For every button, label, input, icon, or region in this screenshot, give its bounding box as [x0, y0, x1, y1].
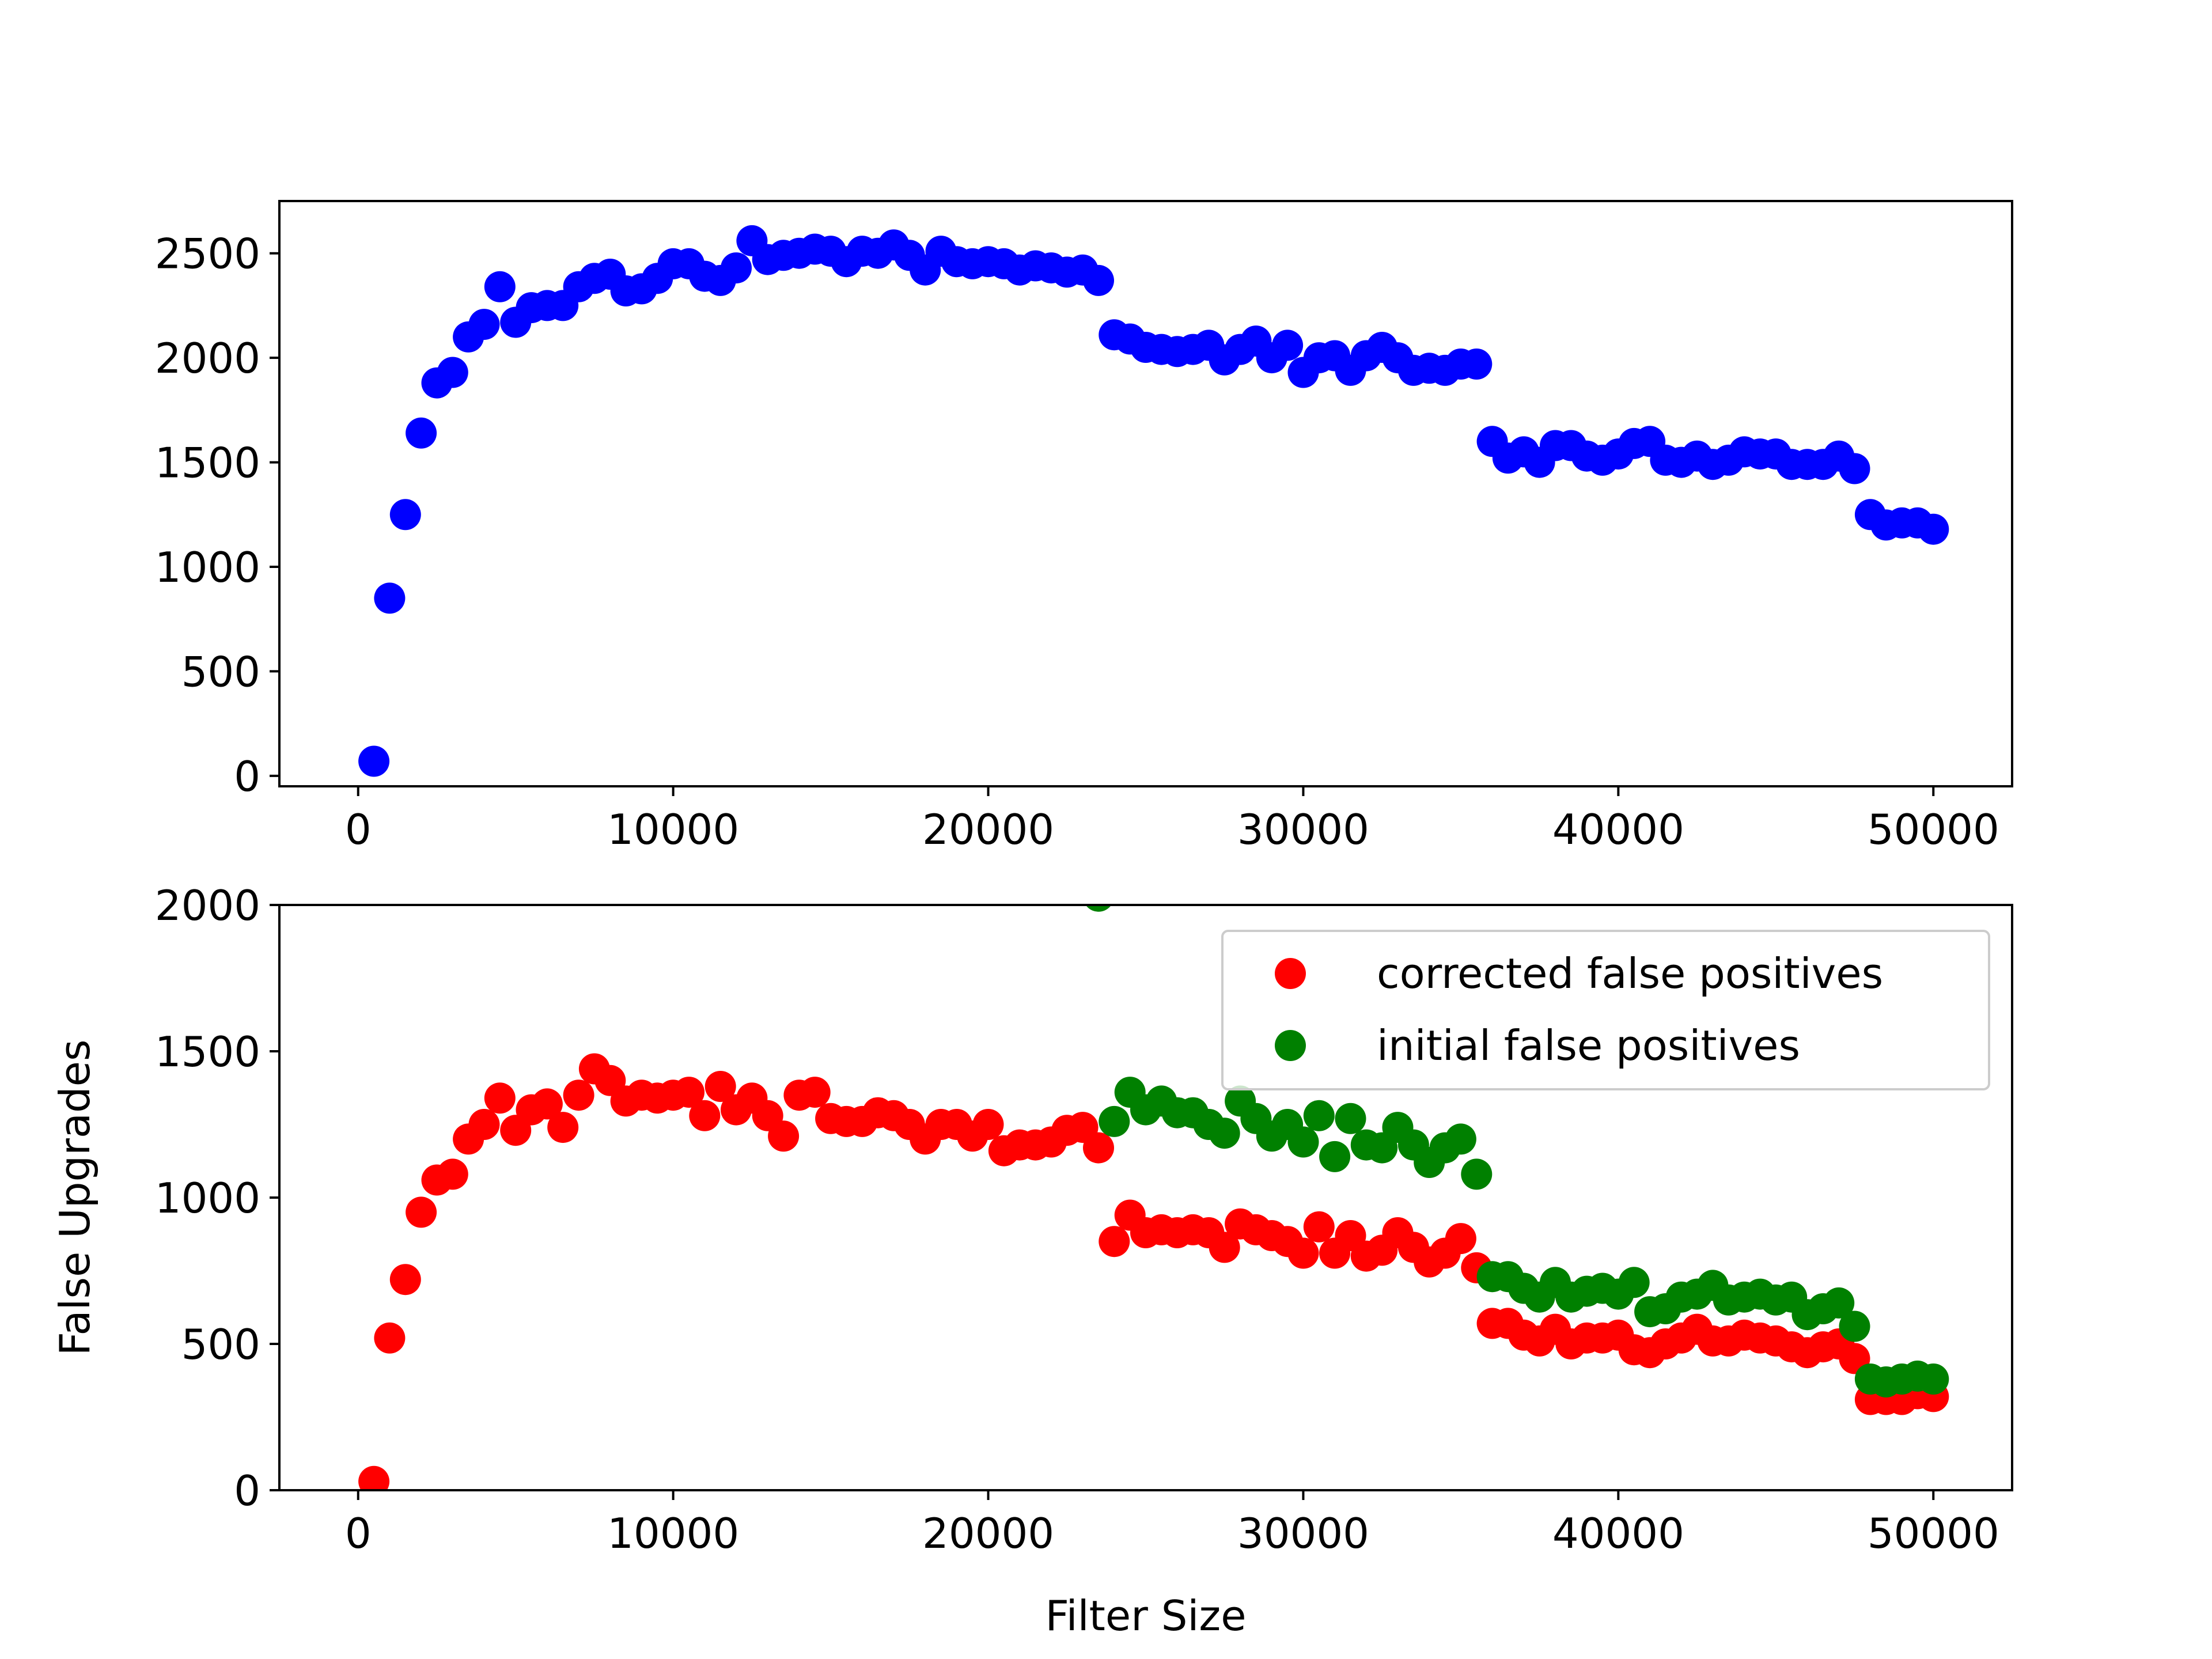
bottom-series-0-point	[799, 1077, 831, 1108]
top-y-tick-label: 0	[234, 752, 260, 801]
bottom-series-0-point	[1445, 1223, 1476, 1255]
legend-label-initial: initial false positives	[1377, 1021, 1800, 1070]
top-x-tick-label: 10000	[607, 805, 739, 854]
top-series-0-point	[484, 271, 516, 302]
top-y-tick-label: 1000	[155, 543, 260, 592]
bottom-y-tick-label: 0	[234, 1467, 260, 1515]
bottom-x-tick-label: 30000	[1237, 1509, 1369, 1558]
bottom-series-0-point	[689, 1100, 721, 1131]
bottom-series-1-point	[1209, 1118, 1240, 1149]
bottom-x-ticks: 0 10000 20000 30000 40000 50000	[345, 1490, 1999, 1558]
bottom-series-1-point	[1287, 1126, 1319, 1158]
top-series-0-point	[358, 745, 390, 777]
bottom-subplot: 0 10000 20000 30000 40000 50000 0 500 1000 1500 2…	[51, 881, 2013, 1640]
top-series-0-point	[406, 417, 437, 449]
bottom-x-tick-label: 10000	[607, 1509, 739, 1558]
bottom-series-1-point	[1319, 1141, 1351, 1172]
bottom-y-tick-label: 1000	[155, 1174, 260, 1222]
bottom-series-0-point	[358, 1465, 390, 1490]
top-x-tick-label: 40000	[1552, 805, 1684, 854]
bottom-series-0-point	[1083, 1132, 1114, 1164]
y-axis-label: False Upgrades	[51, 1040, 99, 1356]
x-axis-label: Filter Size	[1046, 1592, 1247, 1640]
top-points	[358, 225, 1949, 777]
bottom-series-0-point	[673, 1077, 704, 1108]
top-y-tick-label: 1500	[155, 439, 260, 487]
bottom-x-tick-label: 40000	[1552, 1509, 1684, 1558]
bottom-series-0-point	[1287, 1237, 1319, 1269]
top-series-0-point	[721, 252, 752, 284]
bottom-series-0-point	[484, 1082, 516, 1114]
top-x-tick-label: 0	[345, 805, 372, 854]
bottom-series-1-point	[1085, 905, 1112, 912]
bottom-series-0-point	[389, 1264, 421, 1296]
bottom-y-tick-label: 1500	[155, 1028, 260, 1076]
bottom-series-0-point	[531, 1088, 563, 1120]
bottom-series-1-point	[1335, 1103, 1366, 1134]
top-series-0-point	[1083, 264, 1114, 296]
legend-marker-initial	[1275, 1030, 1306, 1061]
bottom-series-0-point	[704, 1071, 736, 1102]
legend-box	[1221, 930, 1990, 1090]
top-x-tick-label: 50000	[1868, 805, 1999, 854]
legend-label-corrected: corrected false positives	[1377, 949, 1883, 998]
top-series-0-point	[437, 357, 468, 388]
top-series-0-point	[374, 582, 406, 614]
top-y-tick-label: 2000	[155, 334, 260, 382]
bottom-series-0-point	[563, 1080, 594, 1111]
top-series-0-point	[1918, 513, 1949, 545]
bottom-series-0-point	[406, 1196, 437, 1228]
bottom-series-1-point	[1303, 1100, 1335, 1131]
bottom-x-tick-label: 50000	[1868, 1509, 1999, 1558]
bottom-series-0-point	[1303, 1211, 1335, 1243]
bottom-x-tick-label: 0	[345, 1509, 372, 1558]
top-y-tick-label: 500	[181, 647, 260, 696]
legend-marker-corrected	[1275, 958, 1306, 989]
top-series-0-point	[468, 309, 500, 340]
top-y-tick-label: 2500	[155, 230, 260, 278]
top-series-0-point	[1839, 453, 1870, 484]
top-x-tick-label: 30000	[1237, 805, 1369, 854]
bottom-series-0-point	[972, 1109, 1004, 1140]
bottom-y-tick-label: 500	[181, 1320, 260, 1369]
bottom-points	[358, 905, 1949, 1490]
bottom-series-0-point	[1209, 1232, 1240, 1263]
bottom-y-ticks: 0 500 1000 1500 2000	[155, 881, 279, 1515]
top-axes-frame	[278, 200, 2013, 787]
bottom-series-0-point	[547, 1112, 579, 1143]
bottom-series-0-point	[768, 1120, 800, 1152]
bottom-x-tick-label: 20000	[922, 1509, 1054, 1558]
legend: corrected false positives initial false …	[1221, 930, 1990, 1090]
bottom-series-1-point	[1618, 1267, 1650, 1298]
bottom-series-0-point	[374, 1322, 406, 1354]
bottom-series-0-point	[468, 1109, 500, 1140]
top-y-ticks: 0 500 1000 1500 2000 2500	[155, 230, 279, 801]
top-subplot: 0 10000 20000 30000 40000 50000 0 500 1000 1500 2…	[155, 200, 2013, 854]
bottom-series-1-point	[1823, 1287, 1855, 1319]
bottom-series-0-point	[1099, 1226, 1130, 1257]
bottom-series-1-point	[1918, 1363, 1949, 1395]
top-series-0-point	[1272, 329, 1304, 361]
top-series-0-point	[1461, 349, 1493, 380]
bottom-series-0-point	[437, 1158, 468, 1190]
bottom-y-tick-label: 2000	[155, 881, 260, 930]
bottom-series-1-point	[1461, 1158, 1493, 1190]
top-x-tick-label: 20000	[922, 805, 1054, 854]
bottom-series-1-point	[1839, 1310, 1870, 1342]
bottom-series-1-point	[1099, 1105, 1130, 1137]
bottom-series-1-point	[1445, 1123, 1476, 1155]
top-x-ticks: 0 10000 20000 30000 40000 50000	[345, 786, 1999, 854]
top-series-0-point	[389, 499, 421, 531]
